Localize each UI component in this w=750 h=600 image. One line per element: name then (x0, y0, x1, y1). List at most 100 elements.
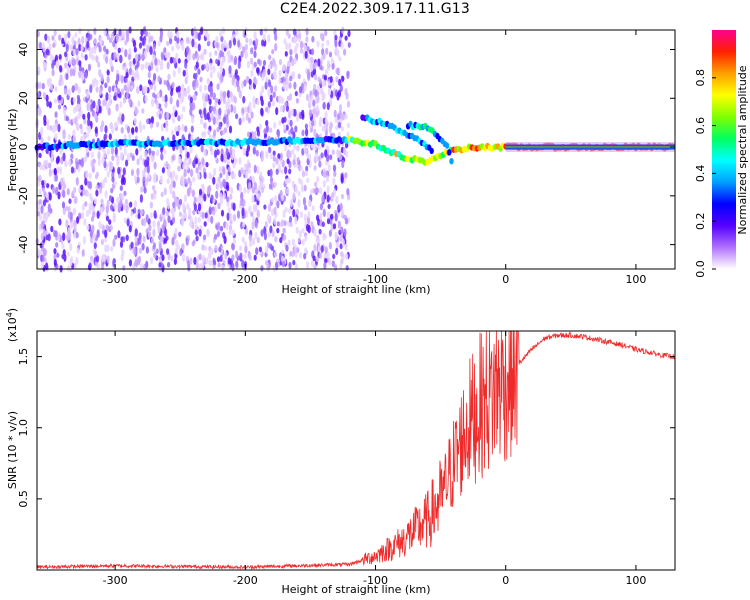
noise-cell (284, 178, 288, 185)
noise-cell (146, 164, 150, 174)
noise-cell (277, 163, 281, 173)
noise-cell (42, 213, 46, 222)
noise-cell (251, 186, 255, 194)
noise-cell (38, 174, 42, 183)
noise-cell (57, 234, 61, 242)
noise-cell (343, 48, 347, 56)
noise-cell (269, 176, 274, 184)
noise-cell (294, 216, 298, 225)
x-tick-label: 100 (625, 273, 646, 286)
noise-cell (305, 36, 309, 43)
noise-cell (229, 193, 233, 200)
noise-cell (208, 51, 212, 58)
colorbar-gradient (712, 30, 736, 269)
noise-cell (244, 49, 248, 59)
noise-cell (319, 32, 324, 40)
noise-cell (295, 226, 299, 234)
snr-panel: -300 -200 -100 0 100 0.5 1.0 1.5 Height of str… (5, 308, 676, 596)
noise-cell (290, 108, 294, 116)
noise-cell (336, 149, 340, 158)
noise-cell (142, 217, 147, 227)
noise-cell (266, 262, 270, 272)
noise-cell (59, 64, 63, 73)
noise-cell (124, 198, 129, 205)
noise-cell (192, 102, 196, 111)
noise-cell (312, 99, 316, 107)
noise-cell (121, 31, 125, 40)
noise-cell (104, 229, 108, 239)
noise-cell (252, 102, 256, 109)
noise-cell (193, 256, 197, 265)
noise-cell (288, 261, 292, 269)
noise-cell (220, 148, 224, 157)
noise-cell (73, 106, 77, 114)
noise-cell (48, 162, 52, 169)
noise-cell (182, 105, 186, 113)
noise-cell (329, 213, 334, 220)
noise-cell (203, 84, 207, 92)
noise-cell (215, 58, 219, 65)
snr-frame (36, 330, 676, 571)
noise-cell (232, 148, 236, 157)
noise-cell (114, 234, 118, 240)
noise-cell (205, 62, 209, 71)
noise-cell (63, 87, 67, 95)
noise-cell (285, 77, 289, 85)
noise-cell (195, 167, 199, 174)
noise-cell (50, 225, 54, 233)
noise-cell (225, 148, 229, 157)
noise-cell (320, 245, 324, 253)
noise-cell (69, 44, 74, 52)
noise-cell (209, 62, 213, 71)
noise-cell (54, 85, 58, 93)
noise-cell (45, 212, 49, 221)
noise-cell (110, 246, 114, 252)
noise-cell (201, 131, 205, 138)
noise-cell (245, 150, 249, 157)
noise-cell (53, 98, 58, 104)
noise-cell (171, 216, 176, 224)
noise-cell (128, 224, 132, 233)
noise-cell (226, 212, 230, 221)
noise-cell (130, 210, 134, 217)
noise-cell (106, 171, 110, 178)
noise-cell (321, 142, 325, 148)
noise-cell (327, 164, 331, 172)
noise-cell (165, 210, 170, 217)
noise-cell (118, 29, 122, 37)
noise-cell (209, 145, 213, 152)
noise-cell (140, 186, 144, 193)
noise-cell (245, 112, 249, 121)
noise-cell (92, 232, 96, 240)
noise-cell (191, 38, 195, 48)
noise-cell (285, 83, 289, 92)
noise-cell (322, 179, 326, 188)
noise-cell (115, 33, 119, 43)
noise-cell (123, 217, 127, 224)
noise-cell (51, 35, 55, 41)
noise-cell (56, 156, 60, 163)
snr-series-line (36, 330, 676, 571)
noise-cell (293, 36, 298, 43)
noise-cell (297, 199, 301, 208)
noise-cell (113, 180, 117, 187)
noise-cell (296, 113, 300, 122)
noise-cell (93, 242, 97, 249)
noise-cell (260, 107, 264, 116)
noise-cell (71, 36, 75, 45)
noise-cell (313, 144, 317, 151)
noise-cell (289, 221, 293, 228)
noise-cell (204, 212, 208, 219)
noise-cell (274, 33, 278, 41)
noise-cell (299, 211, 303, 219)
noise-cell (346, 70, 350, 77)
noise-cell (46, 193, 50, 201)
noise-cell (294, 125, 298, 133)
noise-cell (84, 54, 88, 61)
noise-cell (160, 123, 164, 132)
noise-cell (326, 251, 330, 259)
noise-cell (58, 94, 62, 101)
noise-cell (342, 146, 347, 156)
noise-cell (293, 108, 297, 117)
noise-cell (215, 190, 219, 199)
